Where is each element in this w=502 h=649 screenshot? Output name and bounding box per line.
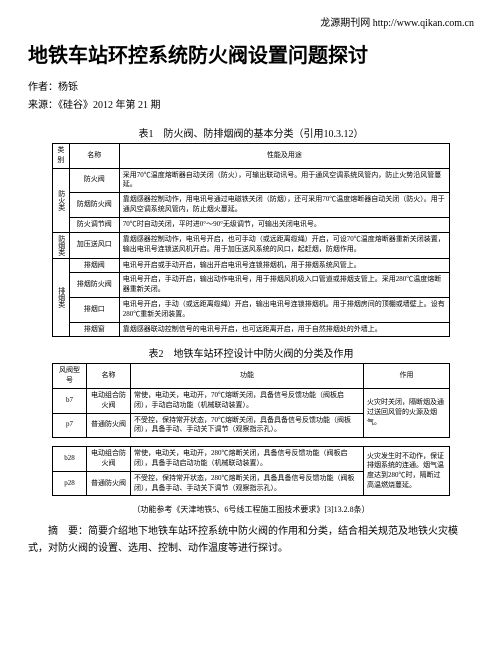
cell: 靠烟感器控制动作，用电讯号通过电磁铁关闭（防烟），还可采用70℃温度熔断器自动关… [119,193,449,218]
cell: 电讯号开启或手动开启，输出开启电讯号连锁排烟机，用于排烟系统风管上。 [119,258,449,273]
cell: 普通防火阀 [87,471,131,496]
col-usage: 性能及用途 [119,144,449,169]
cell: 采用70℃温度熔断器自动关闭（防火），可输出联动讯号。用于通风空调系统风管内，防… [119,168,449,193]
table-row: 排烟防火阀 电讯号开启，手动开启，输出动作电讯号，用于排烟风机吸入口管道或排烟支… [53,273,450,298]
table-row: 排烟窗 靠烟感器联动控制信号的电讯号开启，也可远距离开启，用于自然排烟处的外墙上… [53,322,450,337]
table-row: 排烟类 排烟阀 电讯号开启或手动开启，输出开启电讯号连锁排烟机，用于排烟系统风管… [53,258,450,273]
cell: 排烟口 [69,297,119,322]
cell: 70℃时自动关闭，平时进0°～90°无级调节，可输出关闭电讯号。 [119,217,449,232]
col-name: 名称 [69,144,119,169]
table2-caption: 表2 地铁车站环控设计中防火阀的分类及作用 [52,345,450,360]
cell: 加压送风口 [69,232,119,258]
cell: 电讯号开启，手动（或远距离缆绳）开启，输出电讯号连锁排烟机。用于排烟房间的顶棚或… [119,297,449,322]
cell: 电动组合防火阀 [87,447,131,472]
table-row: 防火类 防火阀 采用70℃温度熔断器自动关闭（防火），可输出联动讯号。用于通风空… [53,168,450,193]
site-link[interactable]: http://www.qikan.com.cn [373,18,474,29]
table-row: 防烟防火阀 靠烟感器控制动作，用电讯号通过电磁铁关闭（防烟），还可采用70℃温度… [53,193,450,218]
abstract: 摘 要：简要介绍地下地铁车站环控系统中防火阀的作用和分类，结合相关规范及地铁火灾… [28,523,474,557]
cell: 防火调节阀 [69,217,119,232]
group-fire: 防火类 [53,168,70,232]
table1-caption: 表1 防火阀、防排烟阀的基本分类（引用10.3.12） [52,125,450,140]
col-category: 类别 [53,144,70,169]
table-row: b28 电动组合防火阀 常使，电动关，电动开，280℃熔断关闭，具备信号反馈功能… [53,447,450,472]
th: 名称 [87,364,131,389]
site-label: 龙源期刊网 [320,18,370,29]
table2a: 风阀型号 名称 功能 作用 b7 电动组合防火阀 常使，电动关，电动开，70℃熔… [52,363,450,438]
cell: b28 [53,447,87,472]
cell: p28 [53,471,87,496]
group-exhaust: 排烟类 [53,258,70,337]
author-line: 作者：杨铄 [28,78,474,93]
group-smoke: 防烟类 [53,232,70,258]
table-row: 排烟口 电讯号开启，手动（或远距离缆绳）开启，输出电讯号连锁排烟机。用于排烟房间… [53,297,450,322]
source-label: 来源： [28,100,58,111]
cell: 电讯号开启，手动开启，输出动作电讯号，用于排烟风机吸入口管道或排烟支管上。采用2… [119,273,449,298]
cell: 排烟防火阀 [69,273,119,298]
cell: 靠烟感器控制动作，电讯号开启，也可手动（或远距离缆绳）开启，可设70℃温度熔断器… [119,232,449,258]
header-site: 龙源期刊网 http://www.qikan.com.cn [28,14,474,29]
cell: 靠烟感器联动控制信号的电讯号开启，也可远距离开启，用于自然排烟处的外墙上。 [119,322,449,337]
cell: p7 [53,413,87,438]
table-row: 类别 名称 性能及用途 [53,144,450,169]
table2b: b28 电动组合防火阀 常使，电动关，电动开，280℃熔断关闭，具备信号反馈功能… [52,446,450,496]
th: 风阀型号 [53,364,87,389]
cell: 不受控，保持常开状态，70℃熔断关闭，具备具备信号反馈功能（阀板闭），具备手动、… [131,413,364,438]
cell: 排烟窗 [69,322,119,337]
table-row: b7 电动组合防火阀 常使，电动关，电动开，70℃熔断关闭，具备信号反馈功能（阀… [53,388,450,413]
table2-footnote: （功能参考《天津地铁5、6号线工程施工图技术要求》[3]13.2.8条） [52,504,450,515]
cell: b7 [53,388,87,413]
cell: 火灾时关闭，隔断烟及通过送回风管的火源及烟气。 [364,388,450,437]
table1: 类别 名称 性能及用途 防火类 防火阀 采用70℃温度熔断器自动关闭（防火），可… [52,143,450,337]
cell: 火灾发生时不动作，保证排烟系统的连通。烟气温度达到280℃时，隔断过高温燃烧蔓延… [364,447,450,496]
page-title: 地铁车站环控系统防火阀设置问题探讨 [28,39,474,68]
cell: 不受控，保持常开状态，280℃熔断关闭，具备具备信号反馈功能（阀板闭），具备手动… [131,471,364,496]
th: 功能 [131,364,364,389]
table-row: 防烟类 加压送风口 靠烟感器控制动作，电讯号开启，也可手动（或远距离缆绳）开启，… [53,232,450,258]
cell: 电动组合防火阀 [87,388,131,413]
th: 作用 [364,364,450,389]
source: 《硅谷》2012 年第 21 期 [58,100,161,111]
author: 杨铄 [58,82,78,93]
table-row: 防火调节阀 70℃时自动关闭，平时进0°～90°无级调节，可输出关闭电讯号。 [53,217,450,232]
cell: 常使，电动关，电动开，280℃熔断关闭，具备信号反馈功能（阀板启闭），具备手动启… [131,447,364,472]
table-row: 风阀型号 名称 功能 作用 [53,364,450,389]
cell: 普通防火阀 [87,413,131,438]
cell: 常使，电动关，电动开，70℃熔断关闭，具备信号反馈功能（阀板启闭），手动启动功能… [131,388,364,413]
cell: 排烟阀 [69,258,119,273]
author-label: 作者： [28,82,58,93]
cell: 防火阀 [69,168,119,193]
cell: 防烟防火阀 [69,193,119,218]
source-line: 来源：《硅谷》2012 年第 21 期 [28,96,474,111]
